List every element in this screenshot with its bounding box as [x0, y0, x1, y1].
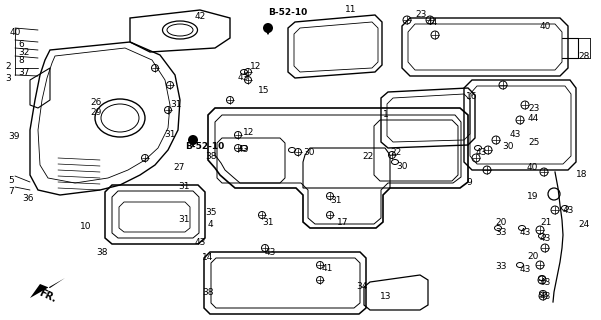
Text: 38: 38	[96, 248, 108, 257]
Text: 34: 34	[356, 282, 367, 291]
Text: 40: 40	[540, 22, 551, 31]
Polygon shape	[30, 278, 65, 298]
Text: 19: 19	[527, 192, 538, 201]
Text: 31: 31	[262, 218, 273, 227]
Text: 13: 13	[380, 292, 391, 301]
Text: 22: 22	[362, 152, 373, 161]
Text: 43: 43	[540, 278, 551, 287]
Text: 6: 6	[18, 40, 24, 49]
Text: 32: 32	[18, 48, 29, 57]
Text: 31: 31	[164, 130, 175, 139]
Text: 23: 23	[415, 10, 426, 19]
Text: 30: 30	[303, 148, 314, 157]
Text: 43: 43	[563, 206, 575, 215]
Text: 43: 43	[476, 148, 487, 157]
Text: 37: 37	[18, 68, 29, 77]
Text: 25: 25	[528, 138, 539, 147]
Text: 12: 12	[243, 128, 254, 137]
Text: 43: 43	[540, 292, 551, 301]
Text: 41: 41	[322, 264, 334, 273]
Text: 5: 5	[8, 176, 14, 185]
Text: 29: 29	[90, 108, 102, 117]
Text: 33: 33	[495, 228, 507, 237]
Text: 40: 40	[527, 163, 538, 172]
Text: 43: 43	[520, 228, 531, 237]
Text: 44: 44	[528, 114, 539, 123]
Text: 33: 33	[495, 262, 507, 271]
Text: 43: 43	[540, 234, 551, 243]
Text: 11: 11	[345, 5, 356, 14]
Text: 36: 36	[22, 194, 34, 203]
Text: 22: 22	[390, 148, 401, 157]
Text: 7: 7	[8, 187, 14, 196]
Text: 10: 10	[80, 222, 91, 231]
Text: 27: 27	[173, 163, 185, 172]
Text: 38: 38	[202, 288, 213, 297]
Text: 14: 14	[202, 253, 213, 262]
Text: 31: 31	[178, 182, 189, 191]
Text: 31: 31	[330, 196, 341, 205]
Circle shape	[263, 23, 273, 33]
Text: 16: 16	[466, 92, 478, 101]
Text: 30: 30	[502, 142, 513, 151]
Circle shape	[188, 135, 198, 145]
Text: 12: 12	[250, 62, 261, 71]
Text: 1: 1	[383, 110, 389, 119]
Text: 4: 4	[208, 220, 213, 229]
Text: 43: 43	[510, 130, 522, 139]
Text: 28: 28	[578, 52, 590, 61]
Text: 2: 2	[5, 62, 11, 71]
Text: 21: 21	[540, 218, 551, 227]
Text: 9: 9	[466, 178, 472, 187]
Text: 30: 30	[396, 162, 407, 171]
Text: 44: 44	[427, 18, 438, 27]
Text: 18: 18	[576, 170, 588, 179]
Text: 26: 26	[90, 98, 102, 107]
Text: FR.: FR.	[38, 288, 58, 305]
Text: 15: 15	[258, 86, 269, 95]
Text: 40: 40	[10, 28, 22, 37]
Text: 38: 38	[205, 152, 216, 161]
Text: 20: 20	[495, 218, 507, 227]
Text: 43: 43	[238, 73, 249, 82]
Text: 43: 43	[265, 248, 276, 257]
Text: 31: 31	[178, 215, 189, 224]
Text: 3: 3	[5, 74, 11, 83]
Text: 39: 39	[8, 132, 19, 141]
Text: 43: 43	[238, 145, 249, 154]
Text: 20: 20	[527, 252, 538, 261]
Text: 31: 31	[170, 100, 182, 109]
Text: 23: 23	[528, 104, 539, 113]
Text: 43: 43	[520, 265, 531, 274]
Text: 17: 17	[337, 218, 349, 227]
Text: B-52-10: B-52-10	[268, 8, 307, 17]
Text: 24: 24	[578, 220, 589, 229]
Text: 8: 8	[18, 56, 24, 65]
Text: 35: 35	[205, 208, 216, 217]
Text: B-52-10: B-52-10	[185, 142, 224, 151]
Text: 42: 42	[195, 12, 206, 21]
Text: 43: 43	[195, 238, 206, 247]
